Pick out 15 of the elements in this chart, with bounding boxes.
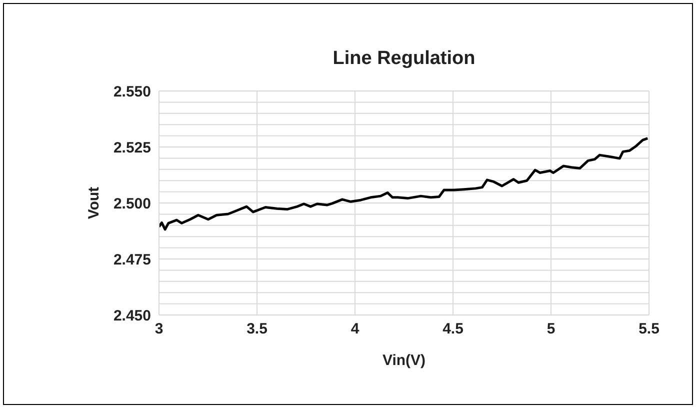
chart-title: Line Regulation xyxy=(332,48,476,70)
x-tick-label: 5 xyxy=(546,320,556,338)
x-tick-label: 4.5 xyxy=(442,320,464,338)
y-axis-title: Vout xyxy=(86,186,102,220)
y-tick-label: 2.550 xyxy=(113,83,151,100)
x-tick-label: 3 xyxy=(154,320,164,338)
x-tick-label: 5.5 xyxy=(638,320,660,338)
y-tick-label: 2.500 xyxy=(113,195,151,212)
y-tick-label: 2.475 xyxy=(113,251,151,268)
x-tick-label: 3.5 xyxy=(246,320,268,338)
x-axis-title: Vin(V) xyxy=(381,352,427,369)
x-tick-label: 4 xyxy=(350,320,360,338)
y-tick-label: 2.525 xyxy=(113,139,151,156)
line-series xyxy=(159,137,649,231)
y-tick-label: 2.450 xyxy=(113,307,151,324)
